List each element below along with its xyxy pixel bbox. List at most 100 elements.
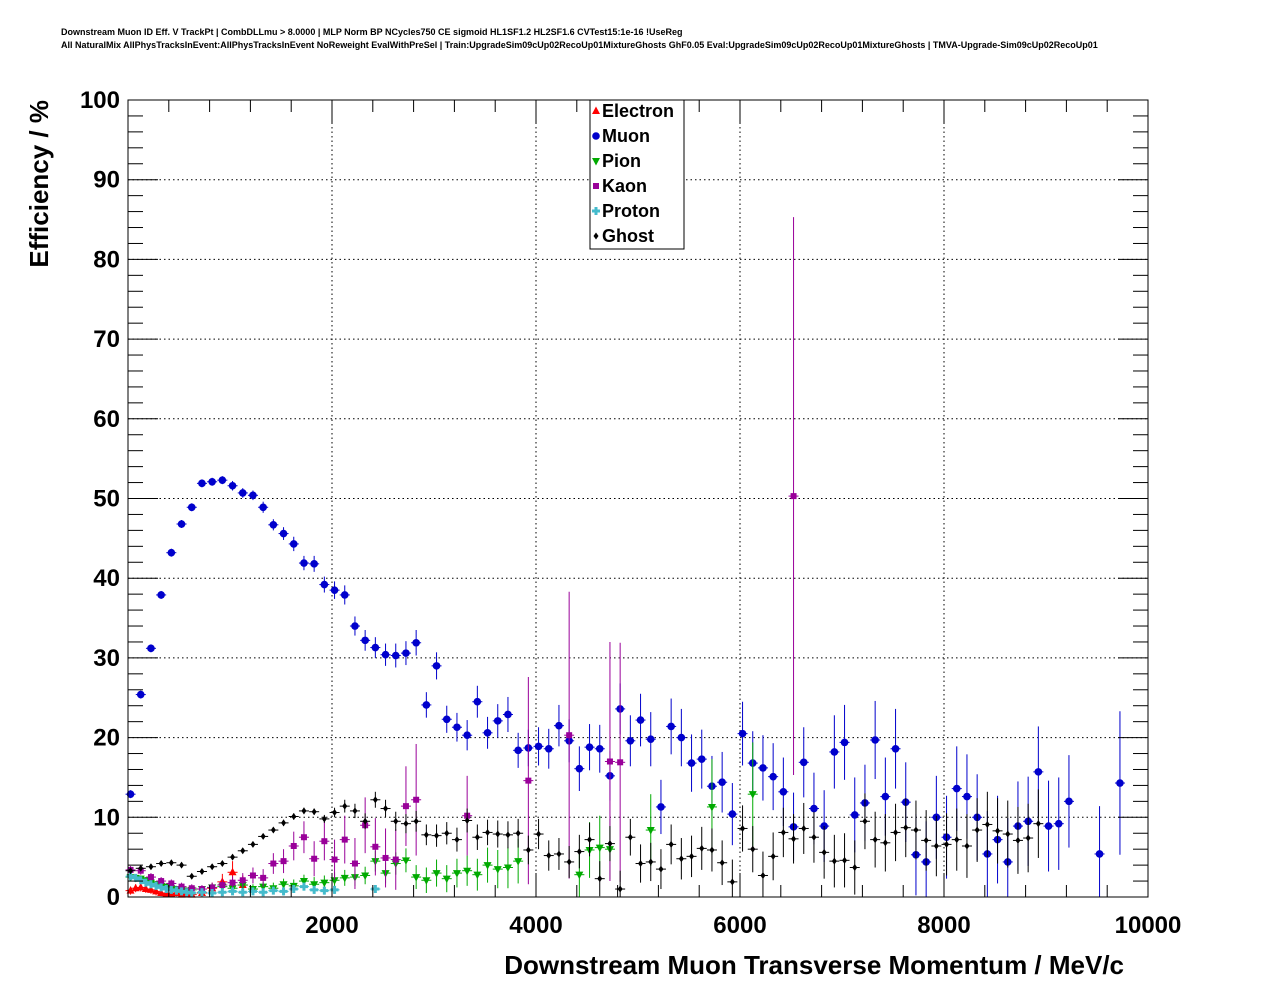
marker [218, 888, 227, 897]
data-point-muon [492, 704, 503, 738]
data-point-ghost [227, 853, 238, 861]
marker [952, 784, 961, 793]
data-point-muon [196, 479, 207, 488]
marker [779, 787, 788, 796]
data-point-ghost [207, 863, 218, 871]
marker [249, 491, 257, 500]
data-point-ghost [645, 842, 656, 882]
legend-marker [592, 158, 600, 166]
marker [699, 844, 705, 852]
data-point-ghost [666, 824, 677, 865]
x-tick-label: 4000 [509, 912, 562, 939]
legend-box [589, 99, 685, 250]
marker [167, 885, 176, 894]
marker [187, 889, 196, 898]
marker [320, 886, 329, 895]
data-point-proton [196, 888, 207, 897]
marker [646, 735, 655, 743]
marker [208, 477, 216, 486]
data-point-ghost [349, 803, 360, 819]
marker [831, 857, 837, 865]
x-tick-label: 6000 [713, 912, 766, 939]
data-point-muon [676, 708, 687, 767]
marker [575, 871, 584, 880]
x-axis-title: Downstream Muon Transverse Momentum / Me… [504, 950, 1124, 980]
marker [882, 839, 888, 847]
data-series [125, 217, 1125, 898]
marker [748, 791, 757, 799]
marker [228, 481, 237, 490]
marker [657, 803, 665, 811]
data-point-kaon [258, 869, 269, 887]
series-muon [125, 476, 1125, 897]
data-point-proton [268, 886, 279, 895]
data-point-muon [1114, 711, 1125, 855]
data-point-muon [227, 480, 238, 491]
marker [290, 842, 297, 849]
data-point-ghost [319, 814, 330, 823]
marker [872, 836, 878, 844]
data-point-ghost [390, 811, 401, 831]
data-point-muon [472, 685, 483, 718]
marker [493, 866, 502, 874]
marker [158, 860, 164, 868]
marker [146, 880, 155, 889]
data-point-ghost [829, 834, 840, 888]
data-point-ghost [217, 860, 228, 868]
marker [627, 833, 633, 841]
data-point-kaon [288, 831, 299, 861]
marker [587, 836, 593, 844]
data-point-muon [594, 724, 605, 773]
data-point-pion [411, 865, 422, 890]
data-point-proton [247, 887, 258, 896]
data-point-ghost [788, 814, 799, 864]
marker [963, 792, 971, 801]
data-point-ghost [982, 791, 993, 858]
data-point-ghost [135, 864, 146, 872]
data-point-ghost [972, 798, 983, 862]
data-point-muon [645, 712, 656, 767]
data-point-kaon [349, 838, 360, 890]
data-point-ghost [880, 814, 891, 872]
marker [1095, 850, 1104, 858]
marker [566, 858, 572, 866]
y-axis-title: Efficiency / % [24, 100, 54, 268]
data-point-pion [441, 865, 452, 893]
marker [893, 828, 899, 836]
data-point-muon [268, 519, 279, 531]
data-point-kaon [788, 217, 799, 776]
data-point-ghost [921, 810, 932, 871]
data-point-pion [421, 867, 432, 894]
marker [219, 882, 226, 889]
marker [228, 887, 237, 896]
y-tick-label: 10 [93, 804, 120, 831]
data-point-muon [553, 704, 564, 747]
data-point-muon [145, 644, 156, 653]
data-point-proton [140, 878, 151, 887]
data-point-pion [502, 846, 513, 889]
marker [342, 802, 348, 810]
data-point-ghost [523, 835, 534, 865]
marker [392, 856, 399, 863]
marker [340, 591, 349, 599]
data-point-muon [329, 581, 340, 599]
marker [536, 830, 542, 838]
marker [646, 827, 655, 835]
data-point-muon [247, 490, 258, 501]
data-point-ghost [798, 802, 809, 854]
marker [707, 803, 716, 812]
marker [668, 840, 674, 848]
data-point-ghost [411, 810, 422, 832]
legend-item-muon: Muon [592, 126, 650, 146]
legend-item-electron: Electron [592, 101, 674, 121]
data-point-kaon [411, 743, 422, 856]
data-point-ghost [125, 867, 136, 875]
y-tick-label: 0 [107, 884, 120, 911]
data-point-ghost [237, 847, 248, 855]
marker [944, 840, 950, 848]
marker [413, 817, 419, 825]
marker [830, 748, 839, 756]
marker [463, 867, 472, 876]
marker [352, 807, 358, 815]
